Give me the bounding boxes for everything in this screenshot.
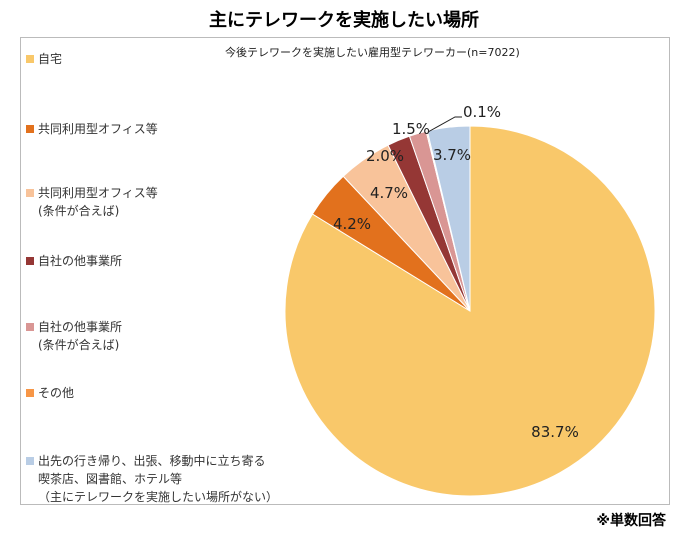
data-label: 2.0% [366, 147, 404, 165]
legend-swatch [26, 323, 34, 331]
legend-swatch [26, 457, 34, 465]
data-label: 1.5% [392, 120, 430, 138]
legend-label: 出先の行き帰り、出張、移動中に立ち寄る 喫茶店、図書館、ホテル等 （主にテレワー… [38, 454, 279, 504]
pie-slice [284, 125, 656, 497]
legend-item: 自宅 [26, 50, 62, 68]
data-label: 4.2% [333, 215, 371, 233]
chart-subtitle: 今後テレワークを実施したい雇用型テレワーカー(n=7022) [225, 46, 520, 59]
legend-label: 自宅 [38, 52, 63, 66]
legend-label: 共同利用型オフィス等 (条件が合えば) [38, 186, 158, 218]
chart-frame [20, 37, 670, 505]
legend-item: その他 [26, 384, 74, 402]
legend-label: 共同利用型オフィス等 [38, 122, 158, 136]
pie-slice [426, 125, 471, 312]
legend-swatch [26, 257, 34, 265]
chart-title: 主にテレワークを実施したい場所 [209, 10, 479, 31]
legend-swatch [26, 389, 34, 397]
legend-item: 共同利用型オフィス等 [26, 120, 158, 138]
legend-swatch [26, 189, 34, 197]
legend-item: 共同利用型オフィス等 (条件が合えば) [26, 184, 158, 220]
legend-label: その他 [38, 386, 75, 400]
legend-label: 自社の他事業所 (条件が合えば) [38, 320, 123, 352]
legend-label: 自社の他事業所 [38, 254, 123, 268]
legend-swatch [26, 125, 34, 133]
legend-item: 自社の他事業所 [26, 252, 122, 270]
data-label: 3.7% [433, 146, 471, 164]
footnote: ※単数回答 [596, 513, 666, 529]
legend-item: 出先の行き帰り、出張、移動中に立ち寄る 喫茶店、図書館、ホテル等 （主にテレワー… [26, 452, 278, 506]
data-label: 4.7% [370, 184, 408, 202]
legend-item: 自社の他事業所 (条件が合えば) [26, 318, 122, 354]
leader-line [427, 116, 462, 133]
data-label: 83.7% [531, 423, 579, 441]
data-label: 0.1% [463, 103, 501, 121]
legend-swatch [26, 55, 34, 63]
